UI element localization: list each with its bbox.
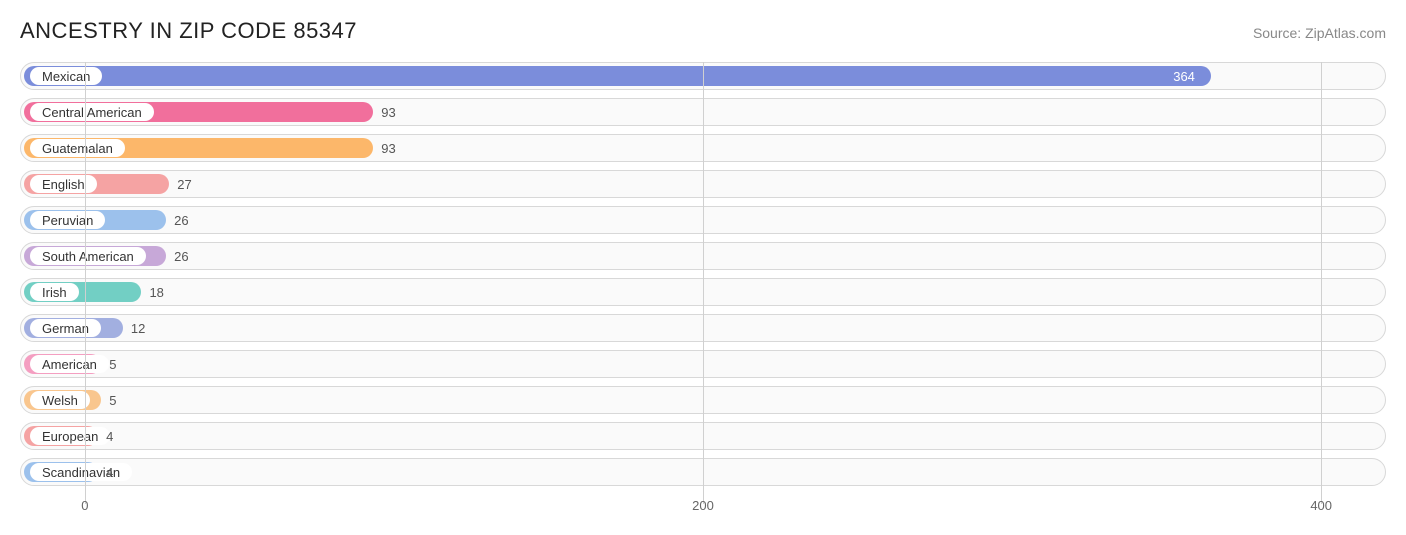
bar-chart: Mexican 364 Central American 93 Guatemalan 93… <box>20 62 1386 524</box>
bar-value: 12 <box>131 315 145 341</box>
gridline <box>1321 62 1322 504</box>
bar-value: 93 <box>381 99 395 125</box>
chart-header: ANCESTRY IN ZIP CODE 85347 Source: ZipAt… <box>20 18 1386 44</box>
bar-label-pill: European <box>30 427 110 445</box>
bar-label-pill: American <box>30 355 109 373</box>
bar-fill <box>24 66 1211 86</box>
chart-source: Source: ZipAtlas.com <box>1253 25 1386 41</box>
bar-label-pill: German <box>30 319 101 337</box>
bar-label-pill: Central American <box>30 103 154 121</box>
bar-value: 93 <box>381 135 395 161</box>
bar-label-pill: Mexican <box>30 67 102 85</box>
bar-value: 364 <box>1173 63 1195 89</box>
bar-label-pill: Irish <box>30 283 79 301</box>
bar-value: 4 <box>106 459 113 485</box>
bar-label-pill: Guatemalan <box>30 139 125 157</box>
tick-label: 200 <box>692 498 714 513</box>
chart-title: ANCESTRY IN ZIP CODE 85347 <box>20 18 357 44</box>
bar-label-pill: South American <box>30 247 146 265</box>
bar-label-pill: Scandinavian <box>30 463 132 481</box>
bar-value: 18 <box>149 279 163 305</box>
bar-label-pill: Peruvian <box>30 211 105 229</box>
x-axis: 0 200 400 <box>20 494 1386 524</box>
gridline <box>85 62 86 504</box>
bar-value: 4 <box>106 423 113 449</box>
bar-label-pill: English <box>30 175 97 193</box>
bar-value: 26 <box>174 243 188 269</box>
bar-value: 5 <box>109 351 116 377</box>
bar-value: 5 <box>109 387 116 413</box>
gridline <box>703 62 704 504</box>
bar-label-pill: Welsh <box>30 391 90 409</box>
bar-value: 26 <box>174 207 188 233</box>
tick-label: 400 <box>1310 498 1332 513</box>
bar-value: 27 <box>177 171 191 197</box>
tick-label: 0 <box>81 498 88 513</box>
